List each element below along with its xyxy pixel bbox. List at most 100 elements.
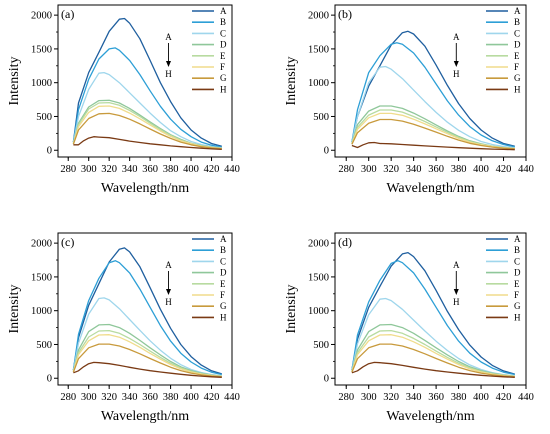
legend-label-D: D bbox=[220, 268, 227, 278]
y-tick-label: 2000 bbox=[31, 239, 52, 250]
arrow-end-label: H bbox=[165, 69, 172, 79]
series-line-G bbox=[72, 112, 222, 150]
series-line-H bbox=[73, 136, 222, 151]
series-line-G bbox=[351, 118, 515, 150]
series-line-A bbox=[72, 17, 222, 147]
panel-c: 280 300 320 340 360 380 400 420 440 0 500 1000 1500 2… bbox=[7, 232, 240, 424]
x-tick-label: 320 bbox=[383, 392, 399, 403]
legend-label-A: A bbox=[220, 6, 227, 16]
x-tick-label: 440 bbox=[224, 164, 240, 175]
series-line-C bbox=[351, 65, 515, 149]
arrow-start-label: A bbox=[165, 260, 172, 270]
x-tick-label: 380 bbox=[163, 392, 179, 403]
x-tick-label: 440 bbox=[518, 164, 534, 175]
series-line-C bbox=[72, 71, 222, 149]
x-tick-label: 300 bbox=[81, 392, 97, 403]
x-tick-label: 380 bbox=[451, 164, 467, 175]
legend-label-C: C bbox=[514, 28, 520, 38]
series-line-F bbox=[72, 105, 222, 150]
x-tick-label: 360 bbox=[142, 392, 158, 403]
arrow-start-label: A bbox=[165, 32, 172, 42]
legend-label-F: F bbox=[220, 62, 225, 72]
legend-label-E: E bbox=[514, 51, 520, 61]
x-tick-label: 300 bbox=[81, 164, 97, 175]
y-tick-label: 1000 bbox=[308, 78, 329, 89]
curves bbox=[72, 17, 222, 151]
panel-a: 280 300 320 340 360 380 400 420 440 0 500 1000 1500 2… bbox=[7, 4, 240, 196]
x-tick-label: 420 bbox=[496, 164, 512, 175]
panel-label: (c) bbox=[61, 235, 74, 249]
x-tick-label: 280 bbox=[338, 164, 354, 175]
y-axis-title: Intensity bbox=[7, 57, 22, 106]
series-line-H bbox=[351, 361, 515, 378]
y-tick-label: 0 bbox=[47, 374, 52, 385]
x-tick-label: 380 bbox=[451, 392, 467, 403]
x-axis-title: Wavelength/nm bbox=[386, 181, 474, 196]
x-tick-label: 420 bbox=[496, 392, 512, 403]
arrow-start-label: A bbox=[453, 260, 460, 270]
curves bbox=[351, 251, 515, 378]
x-tick-label: 280 bbox=[60, 164, 76, 175]
x-tick-label: 340 bbox=[122, 392, 138, 403]
legend-label-G: G bbox=[514, 73, 521, 83]
legend-label-G: G bbox=[514, 301, 521, 311]
legend-label-B: B bbox=[220, 17, 226, 27]
legend-label-H: H bbox=[220, 312, 227, 322]
legend-label-D: D bbox=[220, 40, 227, 50]
series-line-F bbox=[72, 334, 222, 378]
series-line-B bbox=[351, 42, 515, 148]
y-tick-label: 500 bbox=[313, 112, 329, 123]
series-line-A bbox=[351, 251, 515, 375]
legend-label-E: E bbox=[220, 51, 226, 61]
y-axis-title: Intensity bbox=[284, 57, 299, 106]
legend-label-C: C bbox=[220, 28, 226, 38]
x-tick-label: 400 bbox=[473, 164, 489, 175]
x-tick-label: 400 bbox=[183, 392, 199, 403]
x-tick-label: 380 bbox=[163, 164, 179, 175]
x-tick-label: 360 bbox=[428, 392, 444, 403]
y-tick-label: 500 bbox=[313, 340, 329, 351]
x-tick-label: 280 bbox=[60, 392, 76, 403]
arrow-end-label: H bbox=[453, 297, 460, 307]
legend-label-A: A bbox=[220, 234, 227, 244]
plot-frame bbox=[57, 4, 233, 158]
x-tick-label: 280 bbox=[338, 392, 354, 403]
y-tick-label: 2000 bbox=[31, 11, 52, 22]
y-tick-label: 1000 bbox=[308, 306, 329, 317]
panel-label: (a) bbox=[61, 7, 74, 21]
legend-label-C: C bbox=[514, 256, 520, 266]
series-line-B bbox=[72, 47, 222, 148]
arrow-head-icon bbox=[453, 61, 459, 67]
legend-label-H: H bbox=[220, 84, 227, 94]
series-line-G bbox=[351, 343, 515, 378]
legend-label-B: B bbox=[514, 245, 520, 255]
x-tick-label: 420 bbox=[204, 164, 220, 175]
y-tick-label: 1500 bbox=[308, 44, 329, 55]
y-tick-label: 500 bbox=[36, 112, 52, 123]
series-line-F bbox=[351, 334, 515, 378]
plot-frame bbox=[57, 232, 233, 386]
series-line-H bbox=[351, 141, 515, 151]
series-line-D bbox=[72, 323, 222, 377]
x-axis-title: Wavelength/nm bbox=[101, 409, 189, 424]
series-line-B bbox=[351, 260, 515, 376]
panel-label: (b) bbox=[338, 7, 352, 21]
y-tick-label: 0 bbox=[324, 146, 329, 157]
series-line-D bbox=[351, 323, 515, 377]
series-line-C bbox=[72, 297, 222, 377]
x-tick-label: 300 bbox=[361, 392, 377, 403]
arrow-head-icon bbox=[453, 289, 459, 295]
legend-label-A: A bbox=[514, 6, 521, 16]
plot-frame bbox=[334, 232, 527, 386]
curves bbox=[351, 30, 515, 151]
panel-d: 280 300 320 340 360 380 400 420 440 0 500 1000 1500 2… bbox=[284, 232, 534, 424]
series-line-G bbox=[72, 343, 222, 378]
legend-label-E: E bbox=[220, 279, 226, 289]
legend-label-G: G bbox=[220, 73, 227, 83]
x-tick-label: 340 bbox=[406, 392, 422, 403]
x-tick-label: 400 bbox=[183, 164, 199, 175]
y-tick-label: 1500 bbox=[308, 272, 329, 283]
y-tick-label: 1500 bbox=[31, 44, 52, 55]
y-tick-label: 0 bbox=[324, 374, 329, 385]
